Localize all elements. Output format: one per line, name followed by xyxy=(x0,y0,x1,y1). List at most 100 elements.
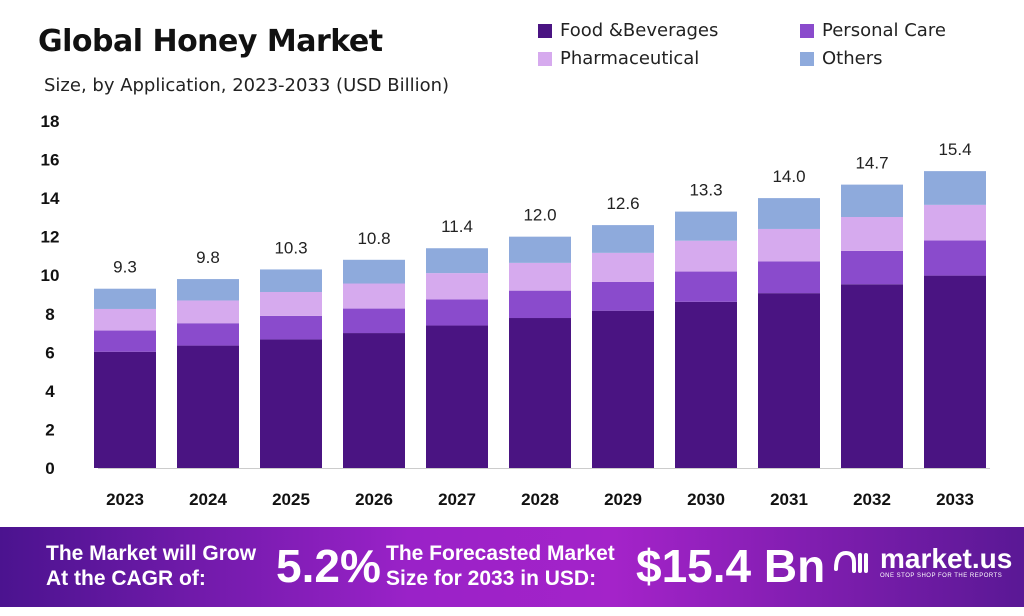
legend-label: Pharmaceutical xyxy=(560,48,700,69)
bar-segment-pharmaceutical xyxy=(177,300,239,324)
bar-total-label: 12.6 xyxy=(606,194,639,213)
x-tick-label: 2033 xyxy=(936,490,974,509)
bar-segment-pharmaceutical xyxy=(260,291,322,316)
x-tick-label: 2025 xyxy=(272,490,310,509)
bar-segment-others xyxy=(426,248,488,274)
legend-item-food: Food &Beverages xyxy=(538,20,718,41)
legend-item-pharmaceutical: Pharmaceutical xyxy=(538,48,699,69)
bar-segment-personal-care xyxy=(675,271,737,302)
bar-segment-personal-care xyxy=(592,281,654,311)
bar-total-label: 10.8 xyxy=(357,229,390,248)
brand-tagline: ONE STOP SHOP FOR THE REPORTS xyxy=(880,573,1003,579)
bar-segment-others xyxy=(592,225,654,253)
y-tick-label: 0 xyxy=(45,459,54,478)
bar-segment-personal-care xyxy=(426,299,488,326)
legend-label: Personal Care xyxy=(822,20,946,41)
bar-segment-pharmaceutical xyxy=(343,283,405,309)
bar-segment-pharmaceutical xyxy=(841,217,903,251)
legend-item-others: Others xyxy=(800,48,883,69)
x-tick-label: 2024 xyxy=(189,490,227,509)
cagr-label: The Market will Grow At the CAGR of: xyxy=(46,542,257,590)
legend-swatch xyxy=(538,23,552,38)
y-tick-label: 16 xyxy=(41,151,60,170)
bar-segment-others xyxy=(758,198,820,229)
stacked-bar-chart: 0 2 4 6 8 10 12 14 16 18 9.3 2023 9.8 2024 10.3 2025 10.… xyxy=(41,112,990,509)
bar-segment-others xyxy=(841,184,903,218)
footer-banner: The Market will Grow At the CAGR of: 5.2%… xyxy=(0,527,1024,607)
bar-segment-personal-care xyxy=(924,240,986,276)
bar-segment-pharmaceutical xyxy=(509,262,571,291)
legend-swatch xyxy=(538,51,552,66)
x-tick-label: 2032 xyxy=(853,490,891,509)
bar-segment-personal-care xyxy=(260,315,322,340)
y-tick-label: 10 xyxy=(41,266,60,285)
bar-total-label: 14.7 xyxy=(855,154,888,173)
x-tick-label: 2023 xyxy=(106,490,144,509)
bar-segment-pharmaceutical xyxy=(758,228,820,262)
brand-name: market.us xyxy=(880,543,1013,574)
legend-label: Food &Beverages xyxy=(560,20,719,41)
chart-subtitle: Size, by Application, 2023-2033 (USD Bil… xyxy=(44,75,450,96)
legend-swatch xyxy=(800,23,814,38)
bar-segment-pharmaceutical xyxy=(426,273,488,300)
bar-total-label: 15.4 xyxy=(938,140,971,159)
bar-segment-others xyxy=(675,211,737,241)
bar-segment-pharmaceutical xyxy=(94,308,156,331)
bar-total-label: 9.8 xyxy=(196,248,220,267)
bar-segment-personal-care xyxy=(343,308,405,334)
bar-segment-food-beverages xyxy=(343,333,405,468)
bar-segment-food-beverages xyxy=(260,339,322,468)
bar-segment-others xyxy=(94,288,156,309)
market-us-logo-icon xyxy=(834,550,868,573)
bar-total-label: 10.3 xyxy=(274,238,307,257)
bar-total-label: 9.3 xyxy=(113,258,137,277)
bar-segment-others xyxy=(260,269,322,292)
bar-total-label: 11.4 xyxy=(441,217,473,236)
bar-segment-pharmaceutical xyxy=(924,204,986,241)
y-tick-label: 6 xyxy=(45,343,54,362)
bar-segment-food-beverages xyxy=(94,351,156,468)
bar-segment-food-beverages xyxy=(841,284,903,468)
chart-title: Global Honey Market xyxy=(38,24,383,59)
x-tick-label: 2031 xyxy=(770,490,808,509)
bar-segment-food-beverages xyxy=(509,318,571,468)
legend-item-personal-care: Personal Care xyxy=(800,20,946,41)
x-tick-label: 2029 xyxy=(604,490,642,509)
bar-segment-others xyxy=(509,236,571,263)
x-tick-label: 2030 xyxy=(687,490,725,509)
bar-segment-others xyxy=(343,259,405,284)
bar-segment-others xyxy=(924,171,986,205)
y-tick-label: 18 xyxy=(41,112,60,131)
y-tick-label: 14 xyxy=(41,189,60,208)
bar-segment-food-beverages xyxy=(177,345,239,468)
bar-segment-others xyxy=(177,279,239,301)
legend-label: Others xyxy=(822,48,883,69)
bar-segment-personal-care xyxy=(509,290,571,319)
bar-segment-personal-care xyxy=(177,323,239,346)
y-tick-label: 12 xyxy=(41,228,60,247)
cagr-value: 5.2% xyxy=(276,540,381,592)
bar-total-label: 12.0 xyxy=(523,206,556,225)
forecast-value: $15.4 Bn xyxy=(636,540,826,592)
forecast-label: The Forecasted Market Size for 2033 in US… xyxy=(386,542,615,590)
y-tick-label: 8 xyxy=(45,305,54,324)
legend-swatch xyxy=(800,51,814,66)
bar-segment-food-beverages xyxy=(592,310,654,468)
bar-total-label: 13.3 xyxy=(689,181,722,200)
bar-segment-food-beverages xyxy=(426,325,488,468)
y-tick-label: 4 xyxy=(45,382,55,401)
x-tick-label: 2028 xyxy=(521,490,559,509)
y-tick-label: 2 xyxy=(45,420,54,439)
brand-logo: market.us ONE STOP SHOP FOR THE REPORTS xyxy=(832,545,1012,579)
x-tick-label: 2027 xyxy=(438,490,476,509)
bar-segment-food-beverages xyxy=(675,301,737,468)
bar-segment-personal-care xyxy=(841,250,903,285)
bar-segment-food-beverages xyxy=(758,293,820,468)
bar-segment-personal-care xyxy=(94,330,156,352)
bar-segment-pharmaceutical xyxy=(592,252,654,282)
bar-segment-food-beverages xyxy=(924,275,986,468)
bar-total-label: 14.0 xyxy=(772,167,805,186)
bar-segment-personal-care xyxy=(758,261,820,294)
bar-segment-pharmaceutical xyxy=(675,240,737,272)
x-tick-label: 2026 xyxy=(355,490,393,509)
